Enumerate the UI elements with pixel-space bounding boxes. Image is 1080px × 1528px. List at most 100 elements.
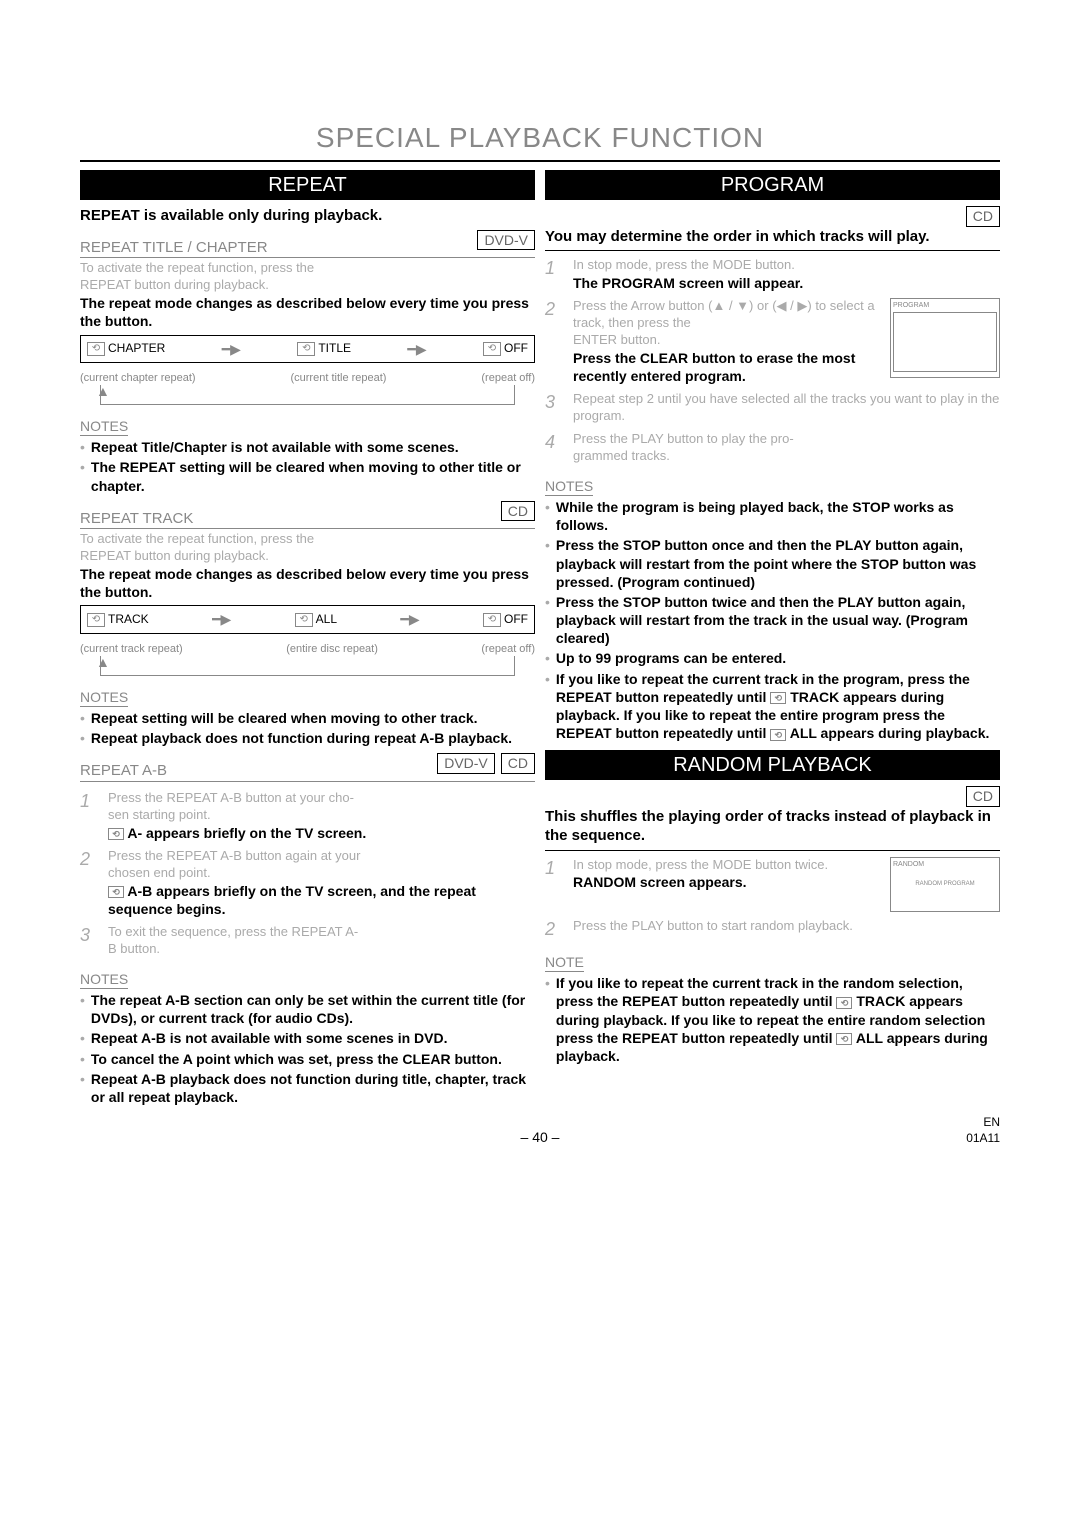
bullet-icon: • [80,1029,85,1047]
note-row: • The REPEAT setting will be cleared whe… [80,458,535,494]
step-number: 2 [545,918,563,941]
flow-off-label-b: OFF [504,612,528,628]
repeat-track-heading: REPEAT TRACK [80,509,535,530]
program-step-3: 3 Repeat step 2 until you have selected … [545,391,1000,425]
flow-title: ⟲ TITLE [297,341,351,357]
bullet-icon: • [545,536,550,591]
ab-step-3: 3 To exit the sequence, press the REPEAT… [80,924,535,958]
step-body: In stop mode, press the MODE button. The… [573,257,1000,292]
step-body: PROGRAM Press the Arrow button (▲ / ▼) o… [573,298,1000,385]
flow-all-label: ALL [316,612,337,628]
bullet-icon: • [545,498,550,534]
dvdv-badge: DVD-V [477,230,535,250]
step-number: 3 [545,391,563,425]
repeat-icon: ⟲ [295,613,313,627]
left-right-icon: (◀ / ▶) [772,298,812,313]
ab-step-1: 1 Press the REPEAT A-B button at your ch… [80,790,535,842]
flow-track-label: TRACK [108,612,149,628]
s1b: The PROGRAM screen will appear. [573,274,1000,292]
ab-n4: Repeat A-B playback does not function du… [91,1070,535,1106]
right-column: PROGRAM CD You may determine the order i… [545,170,1000,1108]
flow-chapter-title-off: ⟲ CHAPTER ━▶ ⟲ TITLE ━▶ ⟲ OFF [80,335,535,363]
random-intro: This shuffles the playing order of track… [545,807,1000,851]
activate-line1b: To activate the repeat function, press t… [80,531,535,548]
pn1: While the program is being played back, … [556,498,1000,534]
note-row: • While the program is being played back… [545,498,1000,534]
bullet-icon: • [545,974,550,1065]
flow-track-all-off: ⟲ TRACK ━▶ ⟲ ALL ━▶ ⟲ OFF [80,605,535,633]
step-number: 2 [80,848,98,918]
ab-s1c-text: A- appears briefly on the TV screen. [127,825,366,841]
flow-sub-off: (repeat off) [481,371,535,385]
note-row: • Press the STOP button once and then th… [545,536,1000,591]
rn1: If you like to repeat the current track … [556,974,1000,1065]
note-row: • To cancel the A point which was set, p… [80,1050,535,1068]
bullet-icon: • [545,593,550,648]
diag-sub: RANDOM PROGRAM [893,881,997,889]
note-row: • Repeat Title/Chapter is not available … [80,438,535,456]
note-tr2: Repeat playback does not function during… [91,729,512,747]
pn3: Press the STOP button twice and then the… [556,593,1000,648]
repeat-available-text: REPEAT is available only during playback… [80,206,535,226]
note-row: • Press the STOP button twice and then t… [545,593,1000,648]
flow-off-b: ⟲ OFF [483,612,528,628]
flow-loop-arrow-b: ▲ [100,656,515,676]
note-row: • If you like to repeat the current trac… [545,670,1000,743]
bullet-icon: • [80,438,85,456]
repeat-title-chapter-heading: REPEAT TITLE / CHAPTER [80,238,535,259]
notes-heading-c: NOTES [80,970,128,989]
cd-badge-b: CD [966,786,1000,806]
cd-badge-b: CD [501,753,535,773]
footer-code: 01A11 [966,1131,1000,1147]
content-columns: REPEAT REPEAT is available only during p… [80,170,1000,1108]
step-number: 2 [545,298,563,385]
repeat-icon: ⟲ [108,828,124,840]
notes-heading-b: NOTES [80,688,128,707]
diag-title-b: RANDOM [893,860,997,869]
diag-title: PROGRAM [893,301,997,310]
ab-s1c: ⟲ A- appears briefly on the TV screen. [108,824,535,842]
s2a1: Press the Arrow button [573,298,705,313]
random-step-2: 2 Press the PLAY button to start random … [545,918,1000,941]
flow-sub-row-b: (current track repeat) (entire disc repe… [80,642,535,656]
bullet-icon: • [80,458,85,494]
flow-title-label: TITLE [318,341,351,357]
arrow-icon: ━▶ [407,340,426,358]
flow-sub-all: (entire disc repeat) [286,642,378,656]
step-body: To exit the sequence, press the REPEAT A… [108,924,535,958]
step-number: 1 [545,857,563,912]
ab-s2b: chosen end point. [108,865,535,882]
footer-en: EN [966,1115,1000,1131]
notes-heading: NOTES [80,417,128,436]
ab-s3b: B button. [108,941,535,958]
notes-heading-r: NOTES [545,477,593,496]
flow-all: ⟲ ALL [295,612,337,628]
note-row: • Repeat playback does not function duri… [80,729,535,747]
repeat-icon: ⟲ [483,613,501,627]
note-row: • Repeat setting will be cleared when mo… [80,709,535,727]
note-row: • If you like to repeat the current trac… [545,974,1000,1065]
note-row: • The repeat A-B section can only be set… [80,991,535,1027]
rs2: Press the PLAY button to start random pl… [573,918,1000,941]
random-diagram: RANDOM RANDOM PROGRAM [890,857,1000,912]
flow-sub-row: (current chapter repeat) (current title … [80,371,535,385]
step-number: 1 [80,790,98,842]
bullet-icon: • [80,709,85,727]
s4a: Press the PLAY button to play the pro- [573,431,1000,448]
flow-off: ⟲ OFF [483,341,528,357]
bullet-icon: • [80,729,85,747]
repeat-icon: ⟲ [770,729,786,741]
note-tr1: Repeat setting will be cleared when movi… [91,709,478,727]
ab-s2c-text: A-B appears briefly on the TV screen, an… [108,883,476,917]
cd-badge-row-b: CD [545,786,1000,806]
note-tc1: Repeat Title/Chapter is not available wi… [91,438,459,456]
ab-s3a: To exit the sequence, press the REPEAT A… [108,924,535,941]
repeat-title-chapter-row: DVD-V REPEAT TITLE / CHAPTER [80,230,535,261]
step-number: 1 [545,257,563,292]
bullet-icon: • [80,991,85,1027]
bullet-icon: • [545,649,550,667]
flow-off-label: OFF [504,341,528,357]
ab-s1a: Press the REPEAT A-B button at your cho- [108,790,535,807]
arrow-icon: ━▶ [212,610,231,628]
page-footer: – 40 – EN 01A11 [80,1128,1000,1146]
